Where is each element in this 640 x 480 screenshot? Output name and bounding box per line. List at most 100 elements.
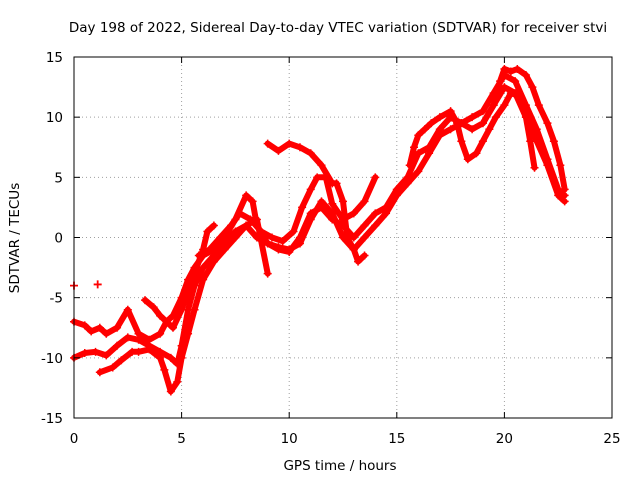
data-point xyxy=(371,209,380,218)
data-point xyxy=(242,221,251,230)
data-point xyxy=(209,257,218,266)
x-tick-label: 15 xyxy=(388,431,405,447)
data-point xyxy=(472,149,481,158)
data-point xyxy=(410,143,419,152)
data-point xyxy=(190,305,199,314)
data-point xyxy=(420,125,429,134)
data-point xyxy=(95,323,104,332)
data-point xyxy=(91,347,100,356)
data-point xyxy=(263,139,272,148)
data-point xyxy=(102,351,111,360)
series-track-f xyxy=(194,173,380,260)
data-point xyxy=(220,245,229,254)
data-point xyxy=(123,305,132,314)
series-track-e xyxy=(263,139,369,266)
data-point xyxy=(113,341,122,350)
data-point xyxy=(317,197,326,206)
x-tick-label: 10 xyxy=(281,431,298,447)
data-point xyxy=(149,303,158,312)
data-point xyxy=(95,368,104,377)
data-point xyxy=(511,77,520,86)
data-point xyxy=(162,317,171,326)
data-point xyxy=(227,221,236,230)
y-axis-label: SDTVAR / TECUs xyxy=(7,183,23,293)
x-tick-label: 20 xyxy=(496,431,513,447)
data-point xyxy=(530,163,539,172)
data-point xyxy=(145,345,154,354)
data-point xyxy=(485,125,494,134)
data-point xyxy=(209,221,218,230)
data-point xyxy=(457,137,466,146)
data-point xyxy=(168,323,177,332)
data-point xyxy=(257,227,266,236)
data-point xyxy=(446,107,455,116)
data-point xyxy=(289,227,298,236)
data-point xyxy=(506,67,515,76)
data-point xyxy=(231,233,240,242)
data-point xyxy=(528,83,537,92)
data-point xyxy=(141,296,150,305)
data-point xyxy=(134,347,143,356)
data-point xyxy=(360,221,369,230)
data-point xyxy=(134,335,143,344)
data-point xyxy=(242,191,251,200)
data-point xyxy=(496,77,505,86)
data-point xyxy=(478,107,487,116)
data-point xyxy=(235,209,244,218)
data-point xyxy=(446,125,455,134)
data-point xyxy=(298,203,307,212)
data-point xyxy=(295,239,304,248)
data-point xyxy=(123,333,132,342)
data-point xyxy=(392,191,401,200)
data-point xyxy=(156,353,165,362)
data-point xyxy=(184,287,193,296)
data-point xyxy=(382,209,391,218)
data-point xyxy=(117,356,126,365)
data-point xyxy=(513,65,522,74)
data-point xyxy=(556,161,565,170)
data-point xyxy=(543,119,552,128)
series-track-d xyxy=(141,221,218,332)
data-point xyxy=(463,155,472,164)
data-point xyxy=(549,137,558,146)
data-series xyxy=(70,65,569,396)
data-point xyxy=(343,233,352,242)
data-point xyxy=(199,275,208,284)
data-point xyxy=(371,221,380,230)
data-point xyxy=(263,239,272,248)
x-tick-label: 25 xyxy=(603,431,620,447)
series-track-c xyxy=(95,215,272,396)
data-point xyxy=(435,113,444,122)
data-point xyxy=(435,131,444,140)
data-point xyxy=(173,377,182,386)
series-track xyxy=(71,72,568,367)
y-tick-label: -15 xyxy=(41,411,63,427)
data-point xyxy=(360,197,369,206)
y-tick-label: 0 xyxy=(54,231,63,247)
y-tick-label: -10 xyxy=(41,351,63,367)
data-point xyxy=(160,365,169,374)
data-point xyxy=(500,83,509,92)
data-point xyxy=(427,119,436,128)
data-point xyxy=(414,167,423,176)
data-point xyxy=(194,251,203,260)
series-track-g xyxy=(405,89,539,172)
data-point xyxy=(425,149,434,158)
x-tick-label: 0 xyxy=(70,431,79,447)
data-point xyxy=(156,329,165,338)
data-point xyxy=(278,237,287,246)
data-point xyxy=(534,101,543,110)
data-point xyxy=(513,91,522,100)
data-point xyxy=(246,215,255,224)
data-point xyxy=(216,233,225,242)
data-point xyxy=(403,179,412,188)
x-axis-label: GPS time / hours xyxy=(283,458,396,474)
data-point xyxy=(80,349,89,358)
data-point xyxy=(248,197,257,206)
data-point xyxy=(339,197,347,206)
y-tick-label: 15 xyxy=(46,50,63,66)
data-point xyxy=(360,251,369,260)
data-point xyxy=(500,65,509,74)
data-point xyxy=(205,245,214,254)
data-point xyxy=(177,353,186,362)
